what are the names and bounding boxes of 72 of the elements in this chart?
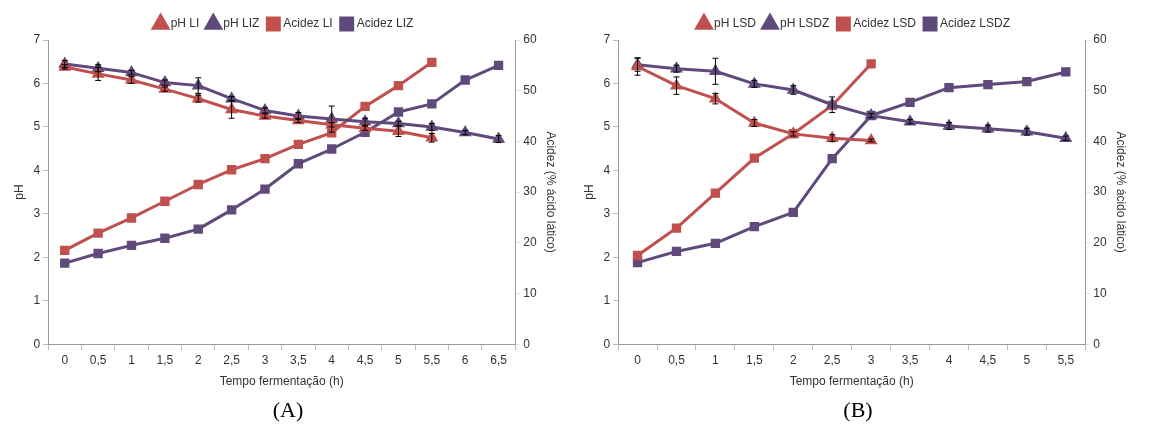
x-tick-label: 5,5 bbox=[1057, 352, 1075, 367]
x-tick-label: 4 bbox=[328, 352, 336, 367]
x-tick-label: 2 bbox=[789, 352, 797, 367]
y-tick-label: 5 bbox=[603, 119, 611, 134]
y-tick-label: 3 bbox=[33, 206, 41, 221]
x-axis-title: Tempo fermentação (h) bbox=[789, 374, 914, 389]
x-tick-label: 1 bbox=[712, 352, 720, 367]
y-tick-label: 7 bbox=[603, 32, 611, 47]
y2-tick-label: 60 bbox=[1093, 32, 1107, 47]
x-tick-label: 3 bbox=[867, 352, 875, 367]
x-tick-label: 1,5 bbox=[156, 352, 174, 367]
y2-axis-title: Acidez (% ácido lático) bbox=[544, 131, 559, 253]
y2-tick-label: 50 bbox=[523, 83, 537, 98]
y2-tick-label: 10 bbox=[523, 285, 537, 300]
x-tick-label: 2,5 bbox=[823, 352, 841, 367]
x-axis-title: Tempo fermentação (h) bbox=[219, 374, 344, 389]
y2-axis-title: Acidez (% ácido lático) bbox=[1114, 131, 1129, 253]
x-tick-label: 4,5 bbox=[356, 352, 374, 367]
legend-label: pH LIZ bbox=[223, 16, 260, 31]
y-tick-label: 5 bbox=[33, 119, 41, 134]
y-tick-label: 4 bbox=[33, 162, 41, 177]
y2-tick-label: 20 bbox=[1093, 235, 1107, 250]
x-tick-label: 3,5 bbox=[290, 352, 308, 367]
x-tick-label: 1,5 bbox=[745, 352, 763, 367]
legend-label: pH LSDZ bbox=[779, 16, 830, 31]
text: (A) bbox=[271, 397, 305, 423]
y2-tick-label: 50 bbox=[1093, 83, 1107, 98]
legend-label: Acidez LIZ bbox=[356, 16, 414, 31]
y2-tick-label: 0 bbox=[523, 336, 531, 351]
legend-label: Acidez LI bbox=[283, 16, 333, 31]
x-tick-label: 0 bbox=[634, 352, 642, 367]
text: (B) bbox=[842, 397, 874, 423]
x-tick-label: 5 bbox=[395, 352, 403, 367]
y2-tick-label: 60 bbox=[523, 32, 537, 47]
y2-tick-label: 20 bbox=[523, 235, 537, 250]
x-tick-label: 6 bbox=[461, 352, 469, 367]
x-tick-label: 0,5 bbox=[668, 352, 686, 367]
y-tick-label: 1 bbox=[33, 293, 41, 308]
y-axis-title: pH bbox=[581, 184, 596, 200]
y-tick-label: 2 bbox=[603, 249, 611, 264]
x-tick-label: 2,5 bbox=[223, 352, 241, 367]
y-tick-label: 4 bbox=[603, 162, 611, 177]
y-tick-label: 7 bbox=[33, 32, 41, 47]
x-tick-label: 4 bbox=[945, 352, 953, 367]
x-tick-label: 1 bbox=[128, 352, 136, 367]
legend-label: Acidez LSDZ bbox=[940, 16, 1011, 31]
x-tick-label: 4,5 bbox=[979, 352, 997, 367]
x-tick-label: 3,5 bbox=[901, 352, 919, 367]
y2-tick-label: 40 bbox=[1093, 133, 1107, 148]
y-axis-title: pH bbox=[11, 184, 26, 200]
y-tick-label: 0 bbox=[33, 336, 41, 351]
x-tick-label: 5 bbox=[1023, 352, 1031, 367]
y2-tick-label: 0 bbox=[1093, 336, 1101, 351]
y2-tick-label: 10 bbox=[1093, 285, 1107, 300]
x-tick-label: 3 bbox=[261, 352, 269, 367]
y-tick-label: 6 bbox=[33, 75, 41, 90]
y2-tick-label: 30 bbox=[1093, 184, 1107, 199]
x-tick-label: 0,5 bbox=[89, 352, 107, 367]
y-tick-label: 2 bbox=[33, 249, 41, 264]
x-tick-label: 6,5 bbox=[490, 352, 508, 367]
y2-tick-label: 30 bbox=[523, 184, 537, 199]
y-tick-label: 1 bbox=[603, 293, 611, 308]
legend-label: pH LI bbox=[170, 16, 200, 31]
x-tick-label: 0 bbox=[61, 352, 69, 367]
y-tick-label: 6 bbox=[603, 75, 611, 90]
legend-label: pH LSD bbox=[713, 16, 757, 31]
legend-label: Acidez LSD bbox=[853, 16, 917, 31]
y-tick-label: 0 bbox=[603, 336, 611, 351]
y-tick-label: 3 bbox=[603, 206, 611, 221]
y2-tick-label: 40 bbox=[523, 133, 537, 148]
x-tick-label: 2 bbox=[194, 352, 202, 367]
x-tick-label: 5,5 bbox=[423, 352, 441, 367]
